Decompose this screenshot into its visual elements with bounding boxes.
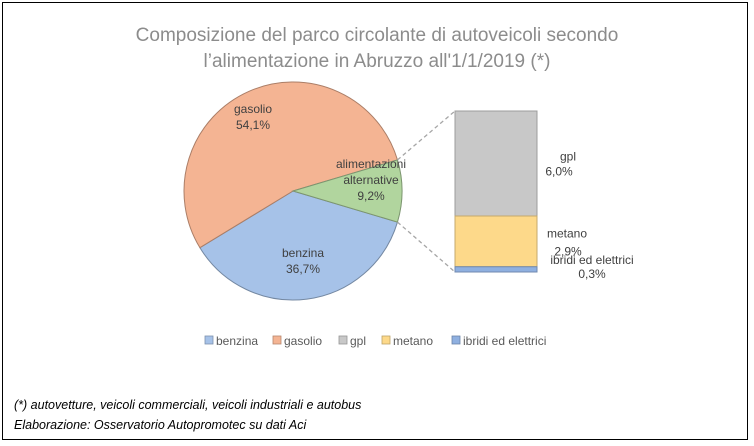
legend-swatch-ibridi-ed-elettrici	[451, 335, 461, 345]
bar-label-metano: metano	[547, 226, 587, 240]
legend-label-gasolio: gasolio	[284, 334, 322, 348]
bar-value-ibridi-ed-elettrici: 0,3%	[578, 267, 606, 281]
legend-swatch-gpl	[338, 335, 348, 345]
connector-line-bottom	[397, 221, 456, 273]
pie-label-alimentazioni-alternative-line-2: alternative	[343, 173, 399, 187]
chart-title-line-2: l’alimentazione in Abruzzo all'1/1/2019 …	[204, 51, 551, 72]
source-note: Elaborazione: Osservatorio Autopromotec …	[14, 418, 307, 432]
legend-label-gpl: gpl	[350, 334, 366, 348]
pie-value-gasolio: 54,1%	[236, 118, 270, 132]
connector-line-top	[397, 110, 456, 161]
pie: benzina 36,7% gasolio 54,1% alimentazioni alt…	[183, 81, 406, 301]
bar-segment-metano	[454, 215, 538, 268]
legend-label-benzina: benzina	[216, 334, 258, 348]
connector-lines	[397, 110, 456, 273]
legend-swatch-gasolio	[272, 335, 282, 345]
bar-label-ibridi-ed-elettrici: ibridi ed elettrici	[550, 253, 633, 267]
bar-label-gpl: gpl	[560, 150, 576, 164]
bar-value-gpl: 6,0%	[545, 165, 573, 179]
legend-swatch-benzina	[204, 335, 214, 345]
pie-slice-benzina	[199, 190, 399, 301]
footnote: (*) autovetture, veicoli commerciali, ve…	[14, 398, 362, 412]
pie-slice-gasolio	[183, 81, 399, 249]
bar-segment-gpl	[454, 110, 538, 217]
legend-swatch-metano	[381, 335, 391, 345]
bar-value-metano: 2,9%	[554, 244, 582, 258]
chart-title: Composizione del parco circolante di aut…	[136, 25, 619, 72]
pie-label-alimentazioni-alternative-line-1: alimentazioni	[336, 157, 406, 171]
pie-label-benzina: benzina	[282, 246, 324, 260]
pie-value-alimentazioni-alternative: 9,2%	[357, 189, 385, 203]
bar-segment-ibridi-ed-elettrici	[454, 266, 538, 273]
legend-label-metano: metano	[393, 334, 433, 348]
legend-label-ibridi-ed-elettrici: ibridi ed elettrici	[463, 334, 546, 348]
chart-title-line-1: Composizione del parco circolante di aut…	[136, 25, 619, 46]
pie-value-benzina: 36,7%	[286, 262, 320, 276]
pie-label-gasolio: gasolio	[234, 102, 272, 116]
pie-slice-alimentazioni-alternative	[291, 159, 403, 223]
legend: benzina gasolio gpl metano ibridi ed elettri…	[204, 334, 546, 348]
